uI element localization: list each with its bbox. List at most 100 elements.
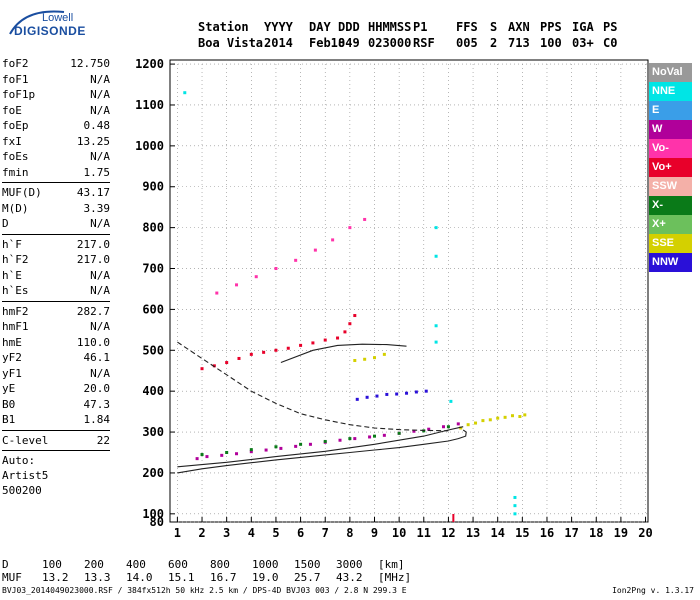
- param-name: B1: [2, 413, 16, 426]
- data-point: [434, 340, 438, 344]
- param-value: 0.48: [83, 119, 111, 132]
- data-point: [195, 457, 199, 461]
- data-point: [274, 445, 278, 449]
- muf-table-cell: 25.7: [294, 571, 321, 584]
- data-point: [264, 448, 268, 452]
- param-name: hmE: [2, 335, 22, 349]
- data-point: [212, 364, 216, 368]
- data-point: [274, 267, 278, 271]
- param-row: yE 20.0: [2, 381, 110, 397]
- header-row2-cell: 2: [490, 36, 498, 50]
- data-point: [338, 438, 342, 442]
- footer-info: BVJ03_2014049023000.RSF / 384fx512h 50 k…: [2, 586, 407, 595]
- data-point: [434, 254, 438, 258]
- param-row: hmF1 N/A: [2, 319, 110, 335]
- y-tick-label: 900: [142, 180, 164, 194]
- param-row: foEs N/A: [2, 149, 110, 165]
- data-point: [235, 283, 239, 287]
- param-separator: [2, 182, 110, 183]
- param-name: foF2: [2, 57, 29, 70]
- data-point: [348, 322, 352, 326]
- header-row2-cell: RSF: [413, 36, 435, 50]
- param-name: foF1: [2, 72, 29, 86]
- muf-table-cell: 200: [84, 558, 104, 571]
- data-point: [323, 439, 327, 443]
- data-point: [446, 425, 450, 429]
- data-point: [200, 367, 204, 371]
- param-row: foF2 12.750: [2, 56, 110, 72]
- y-tick-label: 1100: [135, 98, 164, 112]
- data-point: [249, 352, 253, 356]
- param-row: B1 1.84: [2, 412, 110, 428]
- x-tick-label: 16: [540, 526, 554, 540]
- param-name: h`Es: [2, 284, 29, 297]
- legend-item: SSE: [649, 234, 692, 253]
- data-point: [397, 431, 401, 435]
- param-row: hmE 110.0: [2, 335, 110, 351]
- x-tick-label: 4: [248, 526, 255, 540]
- y-tick-label: 800: [142, 221, 164, 235]
- param-value: 13.25: [76, 134, 110, 148]
- data-point: [331, 238, 335, 242]
- data-point: [262, 350, 266, 354]
- param-value: N/A: [90, 320, 110, 333]
- data-point: [279, 446, 283, 450]
- x-tick-label: 5: [272, 526, 279, 540]
- param-name: foF1p: [2, 88, 36, 101]
- data-point: [496, 416, 500, 420]
- data-point: [434, 226, 438, 230]
- footer-version: Ion2Png v. 1.3.17: [612, 586, 694, 595]
- x-tick-label: 19: [614, 526, 628, 540]
- legend-item: NNE: [649, 82, 692, 101]
- param-value: 217.0: [76, 237, 110, 251]
- param-name: MUF(D): [2, 186, 42, 199]
- muf-table-cell: 13.3: [84, 571, 111, 584]
- param-value: 46.1: [83, 351, 111, 364]
- data-point: [323, 338, 327, 342]
- param-value: N/A: [90, 103, 110, 117]
- header-row1-cell: IGA: [572, 20, 594, 34]
- muf-table-cell: 14.0: [126, 571, 153, 584]
- muf-table-cell: 1500: [294, 558, 321, 571]
- data-point: [313, 248, 317, 252]
- header-row1-cell: HHMMSS: [368, 20, 412, 34]
- param-value: 217.0: [76, 253, 110, 266]
- param-separator: [2, 233, 110, 235]
- x-tick-label: 3: [223, 526, 230, 540]
- plot-frame: [169, 59, 649, 523]
- x-tick-label: 20: [638, 526, 652, 540]
- param-row: M(D) 3.39: [2, 201, 110, 217]
- param-row: foE N/A: [2, 103, 110, 119]
- data-point: [299, 442, 303, 446]
- muf-table-cell: [km]: [378, 558, 405, 571]
- data-point: [249, 450, 253, 454]
- data-point: [412, 429, 416, 433]
- logo-swoosh-icon: [9, 10, 65, 35]
- data-point: [375, 394, 379, 398]
- data-point: [363, 357, 367, 361]
- auto-line: 500200: [2, 484, 42, 497]
- header-row2-cell: Boa Vista: [198, 36, 264, 50]
- x-tick-label: 7: [322, 526, 329, 540]
- data-point: [434, 324, 438, 328]
- param-name: h`E: [2, 268, 22, 282]
- header-row1-cell: S: [490, 20, 498, 34]
- data-point: [225, 361, 229, 365]
- param-row: yF2 46.1: [2, 350, 110, 366]
- param-name: M(D): [2, 201, 29, 215]
- header-row1-cell: Station: [198, 20, 249, 34]
- param-row: h`Es N/A: [2, 283, 110, 299]
- param-value: 22: [96, 433, 110, 447]
- auto-scaling-info: Auto: Artist5 500200: [2, 453, 110, 498]
- muf-table-cell: 15.1: [168, 571, 195, 584]
- muf-table-cell: 800: [210, 558, 230, 571]
- param-row: foF1 N/A: [2, 72, 110, 88]
- data-point: [235, 452, 239, 456]
- data-point: [205, 455, 209, 459]
- data-point: [373, 434, 377, 438]
- y-tick-label: 300: [142, 425, 164, 439]
- param-value: 3.39: [83, 201, 111, 215]
- y-tick-label: 80: [150, 515, 164, 529]
- data-point: [183, 91, 187, 95]
- muf-table-cell: 13.2: [42, 571, 69, 584]
